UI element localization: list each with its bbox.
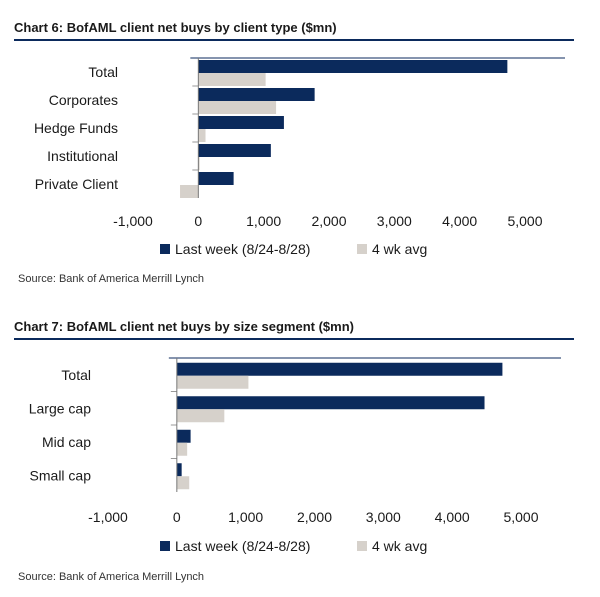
chart7-bar-4wk-avg [176,409,225,423]
chart6-bar-last-week [198,60,508,73]
chart7-source: Source: Bank of America Merrill Lynch [18,571,205,583]
chart7-category-label: Total [61,367,91,383]
chart6-legend-swatch-4wk-avg [357,244,367,254]
chart7-x-tick-label: 3,000 [366,509,401,525]
chart7-bar-last-week [176,463,182,477]
chart6-bar-last-week [198,144,271,157]
chart6-x-tick-label: -1,000 [113,213,153,229]
chart7-title: Chart 7: BofAML client net buys by size … [14,319,354,334]
chart6-bar-4wk-avg [198,129,206,142]
chart6-legend-label-last-week: Last week (8/24-8/28) [175,241,310,257]
chart6-svg: Total Corporates Hedge Funds Institutional P… [34,57,565,257]
chart7-x-tick-label: 2,000 [297,509,332,525]
chart6-x-tick-label: 0 [194,213,202,229]
chart6-category-label: Institutional [47,148,118,164]
chart6-category-label: Total [88,64,118,80]
chart6-bar-4wk-avg [198,157,200,170]
chart6-title-rule [14,39,574,41]
chart6-category-label: Private Client [35,176,118,192]
chart7-legend-swatch-last-week [160,541,170,551]
chart7-bar-4wk-avg [176,375,249,389]
chart7-x-tick-label: 0 [173,509,181,525]
chart6-x-tick-label: 3,000 [377,213,412,229]
chart7-x-tick-label: 1,000 [228,509,263,525]
chart7-bar-last-week [176,396,485,410]
chart7-bar-last-week [176,429,191,443]
chart7-legend-label-4wk-avg: 4 wk avg [372,538,427,554]
chart7-bar-4wk-avg [176,442,188,456]
chart6-bar-last-week [198,116,284,129]
chart6-title: Chart 6: BofAML client net buys by clien… [14,20,337,35]
chart7-bar-last-week [176,362,503,376]
chart6-category-label: Hedge Funds [34,120,118,136]
chart7-legend-label-last-week: Last week (8/24-8/28) [175,538,310,554]
chart6-bar-4wk-avg [180,185,199,198]
chart7-title-rule [14,338,574,340]
chart6-bar-last-week [198,88,315,101]
chart6-x-tick-label: 2,000 [311,213,346,229]
chart7-x-tick-label: 5,000 [503,509,538,525]
chart6-bar-last-week [198,172,234,185]
chart6-x-tick-label: 4,000 [442,213,477,229]
chart6-category-label: Corporates [49,92,118,108]
chart7-category-label: Mid cap [42,434,91,450]
chart7-legend-swatch-4wk-avg [357,541,367,551]
chart7-x-tick-label: 4,000 [435,509,470,525]
chart6-x-tick-label: 5,000 [507,213,542,229]
chart6-bar-4wk-avg [198,73,266,86]
chart6-bar-4wk-avg [198,101,277,114]
chart6-source: Source: Bank of America Merrill Lynch [18,273,205,285]
chart7-category-label: Large cap [29,400,91,416]
chart7-svg: Total Large cap Mid cap Small cap -1,000 0 1,0… [29,357,561,554]
chart6-legend-label-4wk-avg: 4 wk avg [372,241,427,257]
chart6-legend-swatch-last-week [160,244,170,254]
chart7-category-label: Small cap [30,467,92,483]
chart7-x-tick-label: -1,000 [88,509,128,525]
chart6-x-tick-label: 1,000 [246,213,281,229]
chart7-bar-4wk-avg [176,476,190,490]
